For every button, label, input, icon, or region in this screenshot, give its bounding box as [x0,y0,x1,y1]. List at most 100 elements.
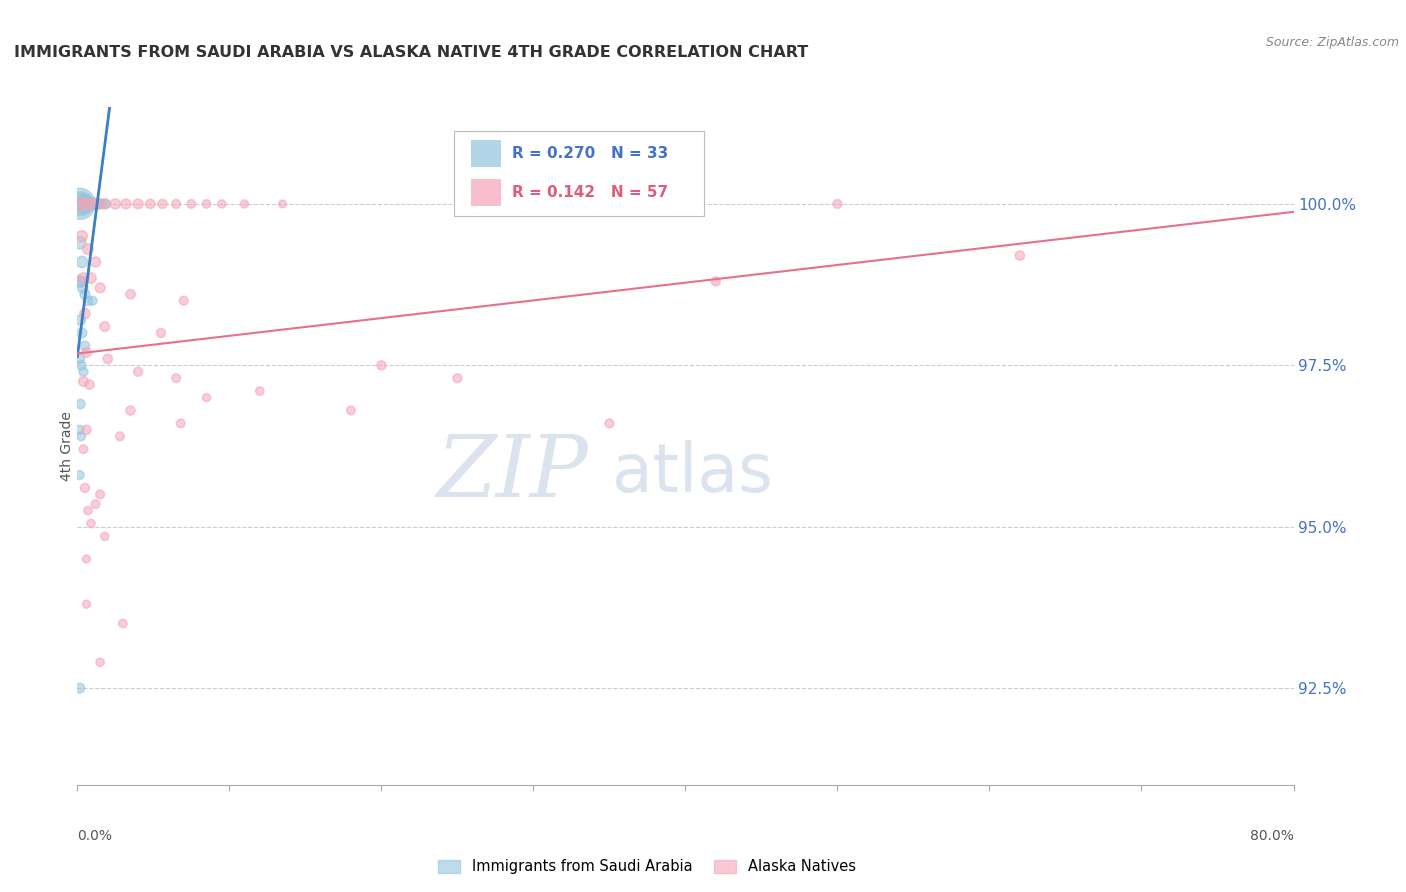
Point [90,197,112,211]
Point [84,197,107,211]
Point [73,339,96,353]
Point [1008,248,1031,262]
Point [96,197,118,211]
Point [211,197,233,211]
Point [70,255,93,269]
Point [120,287,142,301]
Point [76,197,98,211]
Point [79,377,101,392]
Point [271,197,294,211]
Point [72,442,94,457]
Text: 80.0%: 80.0% [1250,829,1294,843]
Point [84,255,107,269]
Point [82,293,104,308]
Point [69,197,91,211]
Point [75,423,97,437]
FancyBboxPatch shape [471,179,501,206]
Point [149,326,172,340]
Point [70,229,93,244]
Point [73,197,96,211]
Point [69,274,91,288]
Point [72,365,94,379]
Point [165,197,187,211]
Point [86,197,108,211]
Point [89,655,111,669]
Point [93,197,115,211]
Text: R = 0.142   N = 57: R = 0.142 N = 57 [512,185,668,200]
Point [69,468,91,483]
Point [75,552,97,566]
Point [77,242,100,256]
Point [80,197,103,211]
Point [82,197,104,211]
Point [69,351,91,366]
Point [75,197,97,211]
Point [69,681,91,695]
Point [70,429,93,443]
Point [77,293,100,308]
Point [89,487,111,501]
Point [84,497,107,511]
Point [249,384,271,398]
Point [195,391,218,405]
Point [79,197,101,211]
Point [598,417,620,431]
Point [104,197,127,211]
Point [97,351,120,366]
Point [370,359,392,373]
Point [93,319,115,334]
Point [704,274,727,288]
Point [70,359,93,373]
Text: R = 0.270   N = 33: R = 0.270 N = 33 [512,145,668,161]
Point [195,197,218,211]
Point [70,274,93,288]
Point [69,423,91,437]
Point [173,293,195,308]
Point [152,197,174,211]
Point [115,197,138,211]
Point [69,397,91,411]
Point [72,375,94,389]
FancyBboxPatch shape [454,131,703,216]
Point [72,281,94,295]
Point [80,516,103,531]
Point [70,197,93,211]
Point [72,271,94,285]
Point [111,616,134,631]
Point [120,403,142,417]
Point [72,197,94,211]
Text: IMMIGRANTS FROM SAUDI ARABIA VS ALASKA NATIVE 4TH GRADE CORRELATION CHART: IMMIGRANTS FROM SAUDI ARABIA VS ALASKA N… [14,45,808,60]
Point [77,197,100,211]
Point [80,197,103,211]
Point [73,287,96,301]
Point [93,529,115,543]
Point [75,345,97,359]
Point [180,197,202,211]
FancyBboxPatch shape [471,139,501,167]
Point [446,371,468,385]
Legend: Immigrants from Saudi Arabia, Alaska Natives: Immigrants from Saudi Arabia, Alaska Nat… [432,854,862,880]
Point [77,503,100,517]
Point [73,197,96,211]
Text: 0.0%: 0.0% [77,829,112,843]
Point [69,197,91,211]
Point [87,197,110,211]
Point [69,313,91,327]
Point [73,481,96,495]
Point [340,403,363,417]
Point [127,197,149,211]
Point [75,597,97,611]
Point [827,197,849,211]
Y-axis label: 4th Grade: 4th Grade [60,411,75,481]
Point [108,429,131,443]
Point [89,281,111,295]
Text: ZIP: ZIP [436,432,588,515]
Point [139,197,162,211]
Point [127,365,149,379]
Point [165,371,187,385]
Text: atlas: atlas [613,440,773,506]
Point [69,235,91,250]
Point [170,417,193,431]
Text: Source: ZipAtlas.com: Source: ZipAtlas.com [1265,36,1399,49]
Point [70,326,93,340]
